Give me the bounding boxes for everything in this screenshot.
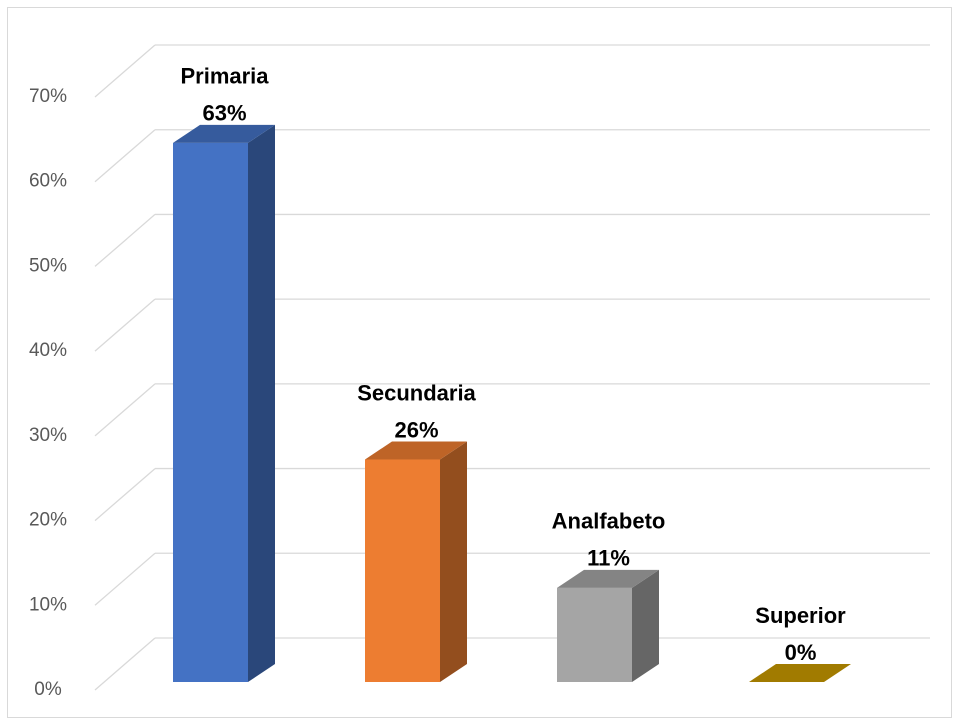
y-tick-label: 40% xyxy=(29,340,67,361)
bar-side xyxy=(632,569,659,682)
bar-side xyxy=(248,124,275,682)
grid-diagonal xyxy=(94,44,156,98)
y-tick-label: 10% xyxy=(29,594,67,615)
value-label: 26% xyxy=(394,417,438,442)
category-label: Analfabeto xyxy=(552,509,666,534)
y-tick-label: 20% xyxy=(29,510,67,531)
grid-diagonal xyxy=(94,298,156,352)
bar-front xyxy=(173,142,248,682)
bar-top xyxy=(557,569,659,588)
category-label: Primaria xyxy=(180,64,269,89)
category-label: Secundaria xyxy=(357,380,476,405)
bar-side xyxy=(440,441,467,682)
value-label: 0% xyxy=(785,640,817,665)
y-tick-label: 50% xyxy=(29,255,67,276)
y-tick-label: 60% xyxy=(29,171,67,192)
y-tick-label: 70% xyxy=(29,86,67,107)
bar-front xyxy=(557,587,632,682)
grid-diagonal xyxy=(94,552,156,606)
y-tick-label: 0% xyxy=(34,679,62,700)
bar-top xyxy=(365,441,467,460)
grid-diagonal xyxy=(94,468,156,522)
y-tick-label: 30% xyxy=(29,425,67,446)
grid-diagonal xyxy=(94,129,156,183)
value-label: 11% xyxy=(587,546,630,571)
bar-top xyxy=(749,664,851,682)
grid-diagonal xyxy=(94,637,156,691)
bar-front xyxy=(365,459,440,682)
bar-top xyxy=(173,124,275,143)
category-label: Superior xyxy=(755,603,846,628)
chart-frame xyxy=(7,7,952,718)
grid-diagonal xyxy=(94,213,156,267)
value-label: 63% xyxy=(202,101,246,126)
grid-diagonal xyxy=(94,383,156,437)
